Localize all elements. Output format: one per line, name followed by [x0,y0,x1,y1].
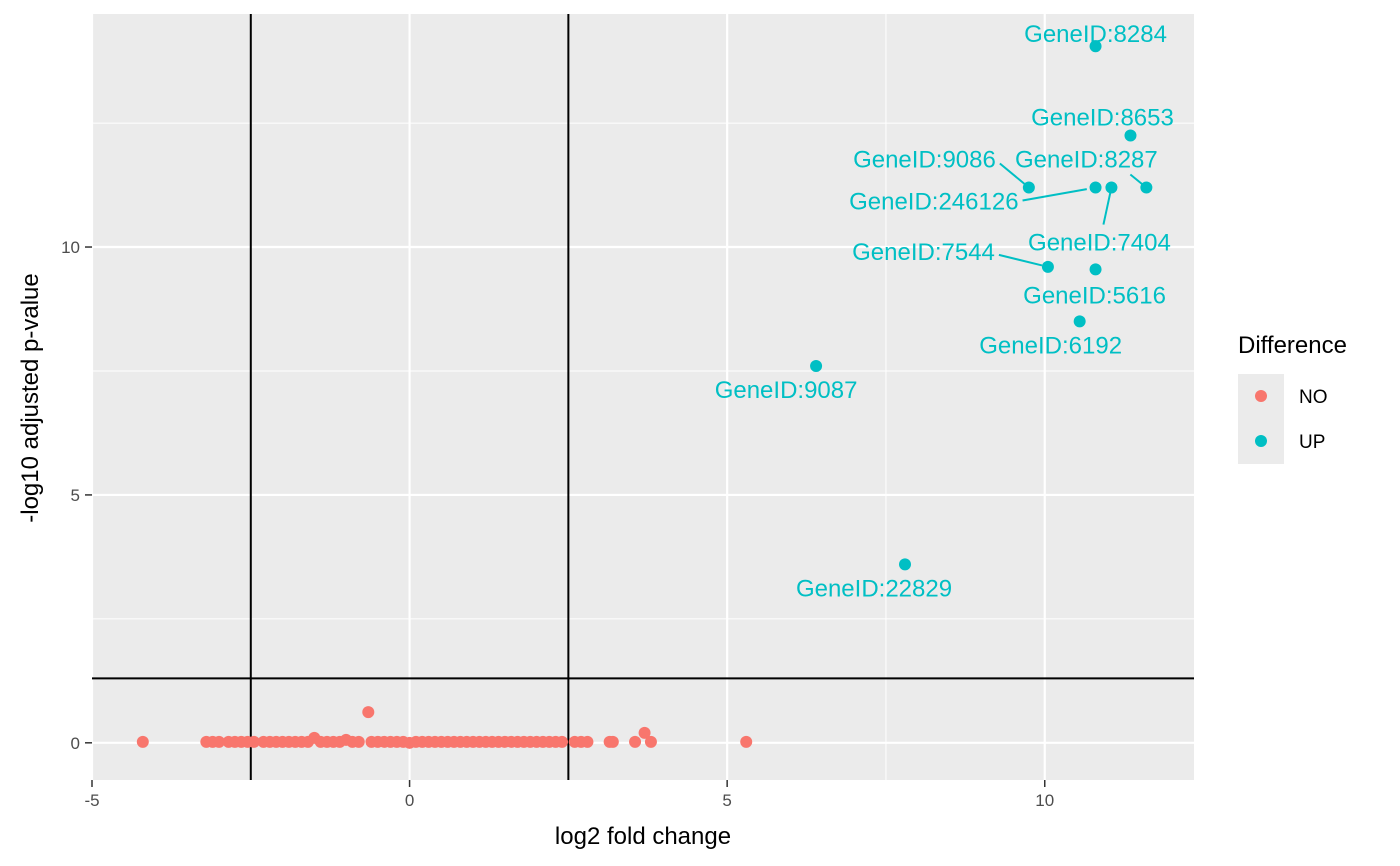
point-up [1089,181,1102,194]
gene-label: GeneID:8284 [1024,21,1167,48]
point-no [213,735,226,748]
point-no [606,735,619,748]
x-axis-title: log2 fold change [555,823,731,850]
legend-label-up: UP [1299,432,1325,453]
label-connector [1022,188,1087,202]
point-no [556,735,569,748]
point-up [1073,315,1086,328]
point-no [247,735,260,748]
x-tick-label: 5 [722,791,731,810]
point-no [638,726,651,739]
point-up [1089,263,1102,276]
x-tick-label: 10 [1035,791,1054,810]
data-points [136,40,1153,749]
label-connector [1129,173,1146,187]
x-tick-label: 0 [405,791,414,810]
x-tick-label: -5 [84,791,99,810]
point-no [581,735,594,748]
legend-label-no: NO [1299,387,1328,408]
point-up [1089,40,1102,53]
threshold-lines [92,14,1194,780]
point-no [136,735,149,748]
legend: Difference NO UP [1238,332,1347,464]
y-tick-label: 0 [71,734,80,753]
point-no [362,706,375,719]
y-tick-label: 10 [61,238,80,257]
legend-dot-no [1255,390,1267,402]
point-up [1105,181,1118,194]
point-no [740,735,753,748]
gene-label: GeneID:8287 [1015,147,1158,174]
gene-label: GeneID:7544 [852,239,995,266]
gene-label: GeneID:22829 [796,575,952,602]
label-connector [999,162,1027,186]
gene-label: GeneID:6192 [979,332,1122,359]
label-connector [998,253,1043,267]
gene-label: GeneID:8653 [1031,104,1174,131]
y-tick-label: 5 [71,486,80,505]
gene-label: GeneID:9087 [715,377,858,404]
point-no [352,735,365,748]
legend-title: Difference [1238,332,1347,359]
plot-background [92,14,1194,780]
point-up [810,360,823,373]
point-no [629,735,642,748]
point-up [1124,129,1137,142]
label-connector [1102,191,1112,225]
gene-labels: GeneID:8284 GeneID:8653 GeneID:9086 GeneID:… [715,21,1174,602]
gene-label: GeneID:7404 [1028,230,1171,257]
gene-label: GeneID:9086 [853,147,996,174]
legend-dot-up [1255,435,1267,447]
gene-label: GeneID:5616 [1023,282,1166,309]
point-up [1022,181,1035,194]
y-axis-title: -log10 adjusted p-value [17,273,44,523]
point-no [644,735,657,748]
axes: -5 0 5 10 0 5 10 [61,238,1054,810]
point-up [899,558,912,571]
gene-label: GeneID:246126 [849,189,1018,216]
point-up [1041,260,1054,273]
